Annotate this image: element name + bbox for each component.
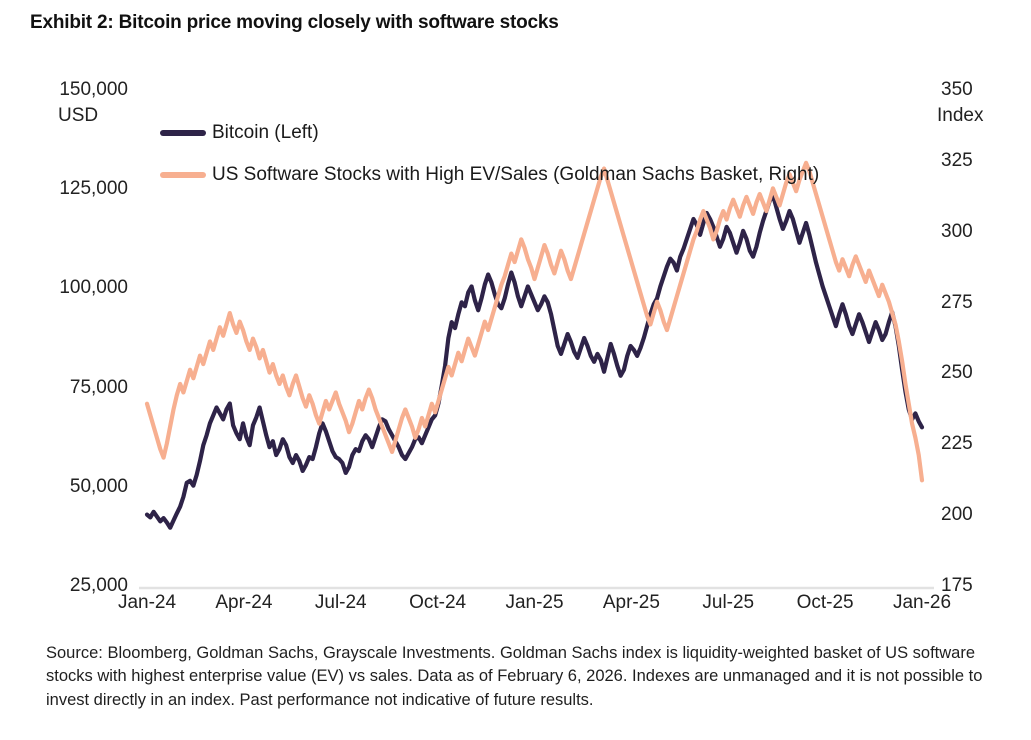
series-line — [144, 193, 925, 530]
left-tick-label: 50,000 — [69, 475, 128, 497]
left-tick-label: 100,000 — [59, 277, 128, 299]
legend-item[interactable]: US Software Stocks with High EV/Sales (G… — [160, 164, 819, 186]
left-tick-label: 125,000 — [59, 178, 128, 200]
x-tick-label: Jul-24 — [314, 592, 367, 613]
right-tick-label: 275 — [941, 291, 973, 313]
chart-container: USD Index 25,000 50,000 75,000 100,000 125,0… — [0, 60, 1031, 630]
right-tick-label: 200 — [941, 504, 973, 526]
x-tick-label: Apr-25 — [602, 592, 660, 613]
left-tick-label: 75,000 — [69, 376, 128, 398]
legend-item-label: US Software Stocks with High EV/Sales (G… — [212, 164, 820, 185]
right-tick-label: 325 — [941, 149, 973, 171]
x-tick-label: Jan-24 — [117, 592, 177, 613]
right-tick-label: 175 — [941, 575, 973, 596]
chart-legend: Bitcoin (Left) US Software Stocks with Hi… — [160, 122, 819, 206]
right-tick-label: 300 — [941, 220, 973, 242]
right-tick-label: 350 — [941, 79, 973, 100]
source-note: Source: Bloomberg, Goldman Sachs, Graysc… — [46, 644, 983, 709]
right-tick-label: 225 — [941, 433, 973, 455]
page-title: Exhibit 2: Bitcoin price moving closely … — [30, 12, 559, 33]
x-tick-label: Jan-25 — [505, 592, 564, 613]
legend-item-label: Bitcoin (Left) — [212, 122, 319, 143]
left-axis-title: USD — [58, 105, 99, 126]
left-tick-label: 25,000 — [69, 575, 128, 596]
left-tick-label: 150,000 — [59, 79, 128, 100]
series-line — [144, 160, 925, 483]
x-tick-label: Jul-25 — [702, 592, 755, 613]
x-tick-label: Oct-24 — [409, 592, 467, 613]
chart-plot — [139, 160, 934, 590]
right-tick-label: 250 — [941, 362, 973, 384]
x-tick-label: Jan-26 — [892, 592, 952, 613]
right-axis-title: Index — [937, 105, 984, 126]
legend-line-swatch-icon — [160, 130, 206, 136]
legend-line-swatch-icon — [160, 172, 206, 178]
x-tick-label: Apr-24 — [215, 592, 273, 613]
x-tick-label: Oct-25 — [796, 592, 854, 613]
legend-item[interactable]: Bitcoin (Left) — [160, 122, 819, 144]
